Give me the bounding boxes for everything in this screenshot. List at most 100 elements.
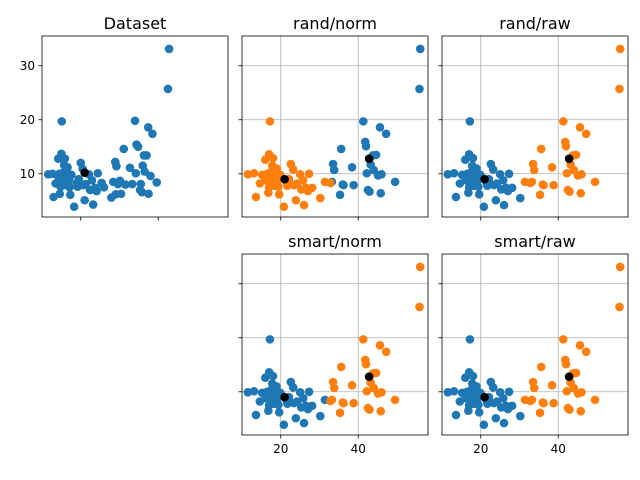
data-point: [69, 202, 79, 212]
panel-dataset: 10 20 30 Dataset: [20, 14, 229, 221]
data-point: [474, 400, 483, 410]
series-centroid: [280, 154, 374, 184]
data-point: [307, 183, 317, 193]
data-point: [249, 386, 259, 396]
data-point: [164, 44, 174, 54]
data-point: [381, 129, 391, 139]
data-point: [339, 398, 348, 408]
data-point: [144, 189, 153, 199]
data-point: [142, 151, 151, 160]
data-point: [163, 84, 173, 94]
data-point: [87, 175, 97, 185]
panel-rand-raw: rand/raw: [438, 14, 629, 221]
data-point: [468, 153, 478, 163]
data-point: [125, 163, 135, 173]
centroid-marker: [280, 174, 289, 184]
panel-title: rand/raw: [499, 14, 571, 33]
data-point: [576, 406, 586, 416]
data-point: [474, 190, 484, 199]
data-point: [362, 168, 372, 178]
data-point: [571, 368, 581, 378]
data-point: [449, 168, 459, 178]
data-point: [299, 418, 309, 428]
data-point: [265, 335, 275, 344]
data-point: [561, 359, 571, 369]
data-point: [361, 141, 371, 151]
data-point: [376, 406, 386, 416]
data-point: [504, 387, 514, 397]
panel-smart-norm: 20 40 smart/norm: [238, 232, 429, 456]
panel-title: rand/norm: [293, 14, 377, 33]
data-point: [507, 401, 517, 411]
series-centroid: [480, 154, 574, 184]
data-point: [143, 123, 153, 132]
data-point: [335, 408, 345, 418]
data-point: [415, 302, 424, 312]
data-point: [304, 387, 314, 397]
data-point: [362, 386, 372, 396]
data-point: [575, 123, 585, 132]
series-cluster-1: [443, 117, 525, 212]
data-point: [558, 117, 568, 126]
data-point: [535, 408, 545, 418]
data-point: [279, 202, 289, 212]
y-tick-label: 10: [20, 167, 35, 181]
data-point: [535, 190, 545, 200]
data-point: [361, 359, 371, 369]
data-point: [547, 380, 557, 390]
data-point: [131, 168, 141, 178]
data-point: [274, 400, 283, 410]
data-point: [529, 165, 539, 175]
data-point: [365, 187, 374, 196]
data-point: [133, 142, 143, 152]
data-point: [590, 395, 600, 405]
data-point: [274, 190, 284, 199]
data-point: [515, 193, 525, 203]
data-point: [251, 192, 261, 202]
data-point: [137, 187, 147, 197]
data-point: [268, 153, 278, 163]
data-point: [479, 420, 489, 430]
data-point: [590, 177, 600, 187]
data-point: [565, 187, 574, 196]
data-point: [74, 174, 84, 184]
centroid-marker: [280, 392, 289, 402]
data-point: [298, 175, 308, 185]
data-point: [288, 383, 298, 392]
data-point: [376, 188, 386, 198]
data-point: [549, 398, 558, 408]
panel-title: smart/raw: [494, 232, 575, 251]
data-point: [268, 371, 278, 381]
series-all: [43, 44, 174, 212]
data-point: [329, 165, 339, 175]
x-tick-label: 20: [273, 442, 288, 456]
x-tick-label: 20: [473, 442, 488, 456]
data-point: [451, 410, 461, 420]
data-point: [498, 393, 508, 403]
data-point: [468, 371, 478, 381]
data-point: [371, 150, 381, 160]
series-centroid: [280, 372, 374, 402]
centroid-marker: [364, 372, 374, 381]
data-point: [377, 170, 386, 179]
data-point: [527, 177, 537, 187]
data-point: [390, 177, 400, 187]
data-point: [127, 179, 137, 189]
data-point: [249, 168, 259, 178]
data-point: [474, 408, 484, 417]
data-point: [347, 162, 357, 172]
centroid-marker: [480, 392, 489, 402]
data-point: [272, 164, 281, 173]
data-point: [488, 165, 498, 174]
data-point: [465, 335, 475, 344]
series-centroid: [480, 372, 574, 402]
y-tick-label: 20: [20, 113, 35, 127]
data-point: [615, 262, 625, 272]
x-tick-label: 40: [351, 442, 366, 456]
data-point: [336, 362, 346, 372]
data-point: [581, 129, 591, 139]
data-point: [326, 178, 335, 188]
data-point: [536, 362, 546, 372]
data-point: [298, 393, 308, 403]
data-point: [272, 382, 281, 391]
